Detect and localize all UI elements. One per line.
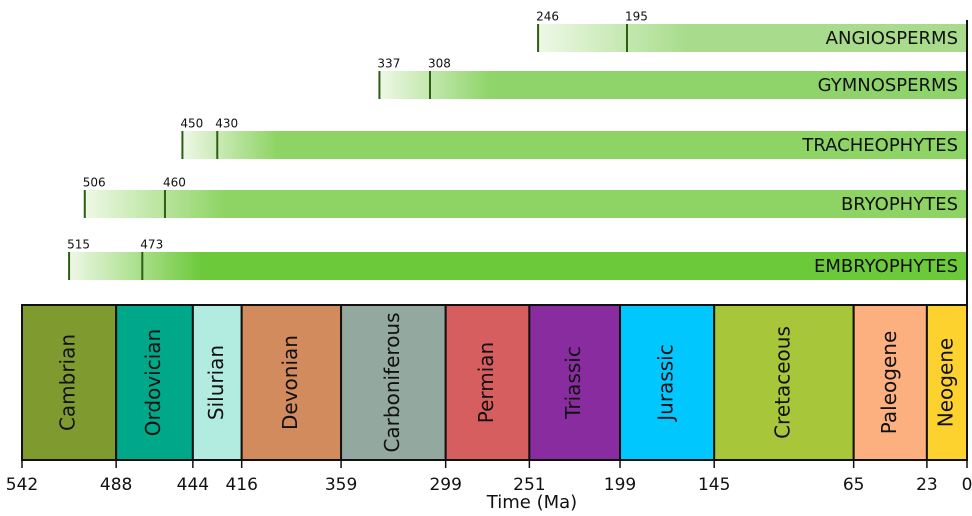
period-label: Permian [474,342,498,424]
period-box [713,304,855,461]
period-box [191,304,243,461]
x-tick-label: 488 [100,475,132,495]
lineage-value-label: 308 [428,57,451,71]
x-tick-label: 359 [325,475,357,495]
period-box [21,304,118,461]
x-tick-label: 23 [916,475,938,495]
period-box [444,304,531,461]
period-label: Triassic [561,346,585,420]
lineage-bar [69,252,968,280]
x-tick-label: 199 [604,475,636,495]
x-tick-label: 444 [177,475,209,495]
x-axis-label: Time (Ma) [486,492,577,513]
lineage-value-label: 246 [536,10,559,24]
period-label: Neogene [933,338,957,427]
x-tick-label: 299 [429,475,461,495]
x-tick-label: 145 [698,475,730,495]
period-label: Cretaceous [770,326,794,439]
period-box [619,304,716,461]
lineage-value-label: 473 [140,238,163,252]
period-box [115,304,194,461]
lineage-value-label: 450 [180,117,203,131]
lineage-bar [182,131,968,159]
lineage-bar [538,24,967,52]
lineage-bar [379,71,967,99]
period-label: Carboniferous [380,312,404,452]
period-label: Jurassic [654,344,678,422]
lineage-label: ANGIOSPERMS [826,28,958,49]
lineage-value-label: 337 [377,57,400,71]
lineage-label: TRACHEOPHYTES [801,135,958,156]
period-label: Silurian [204,345,228,420]
period-label: Paleogene [877,331,901,435]
x-tick-label: 542 [6,475,38,495]
lineage-value-label: 506 [83,176,106,190]
lineage-label: GYMNOSPERMS [818,75,958,96]
period-box [528,304,622,461]
x-tick-label: 65 [843,475,865,495]
lineage-value-label: 430 [215,117,238,131]
period-box [852,304,928,461]
x-tick-label: 251 [513,475,545,495]
lineage-value-label: 515 [67,238,90,252]
period-label: Ordovician [141,329,165,436]
lineage-bar [84,190,968,218]
lineage-value-label: 195 [625,10,648,24]
x-tick-label: 0 [962,475,972,495]
lineage-label: BRYOPHYTES [841,194,958,215]
lineage-value-label: 460 [163,176,186,190]
period-label: Devonian [278,335,302,430]
period-box [925,304,968,461]
x-tick-label: 416 [225,475,257,495]
period-box [340,304,447,461]
lineage-label: EMBRYOPHYTES [814,256,958,277]
period-label: Cambrian [56,334,80,431]
